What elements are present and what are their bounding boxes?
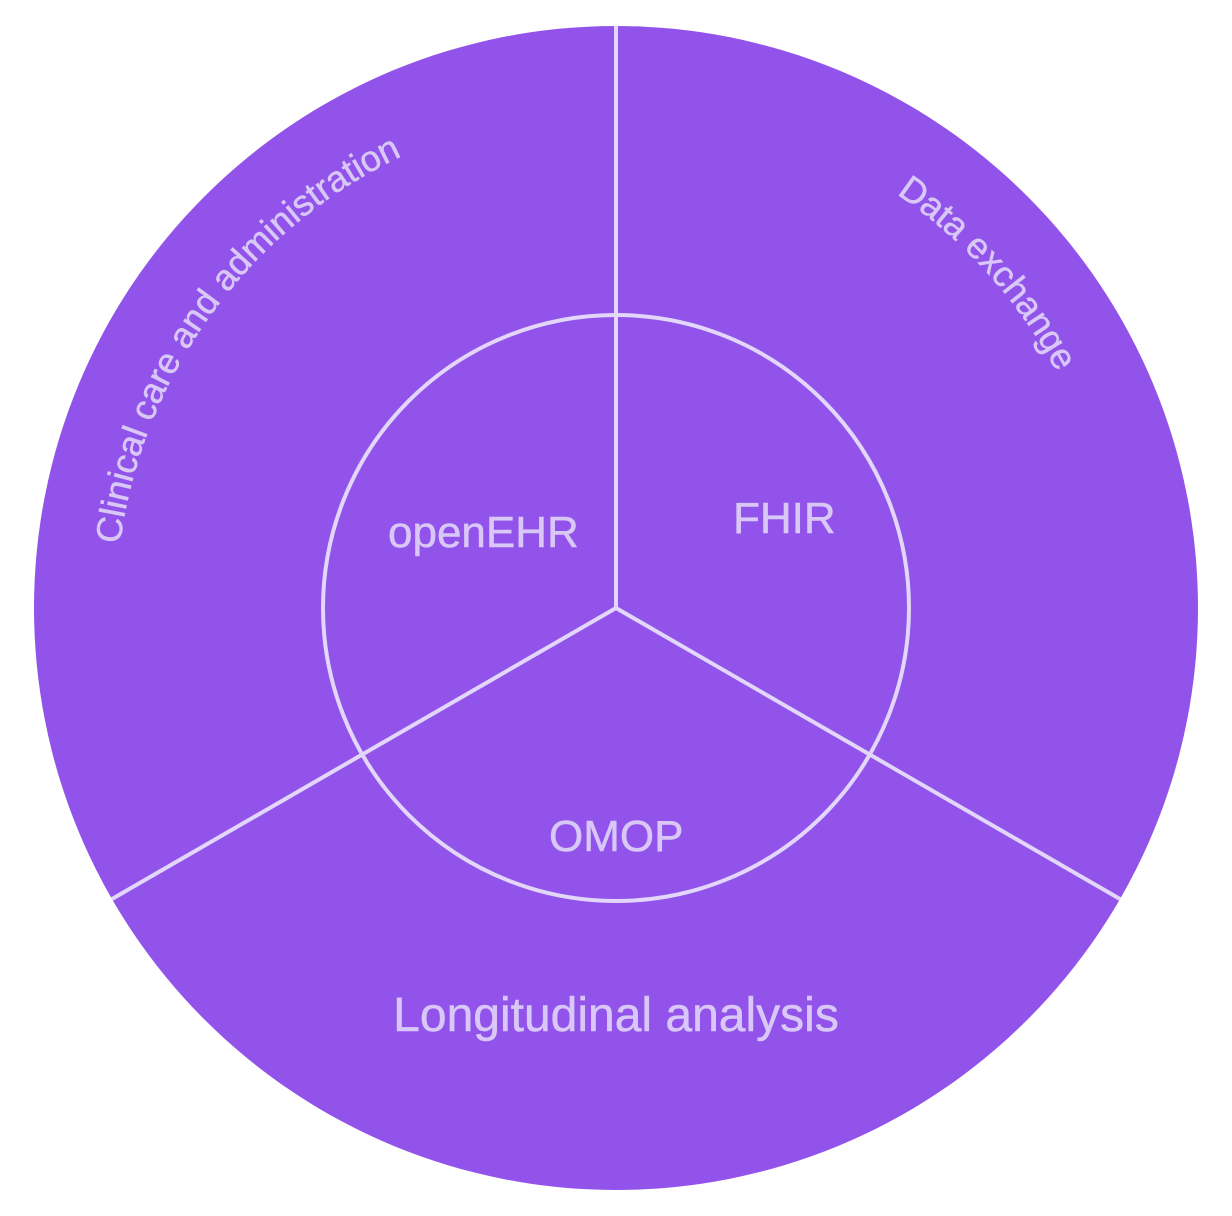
- svg-text:FHIR: FHIR: [733, 494, 836, 543]
- svg-text:OMOP: OMOP: [549, 812, 683, 861]
- svg-text:openEHR: openEHR: [388, 508, 579, 557]
- svg-text:Longitudinal analysis: Longitudinal analysis: [393, 989, 839, 1042]
